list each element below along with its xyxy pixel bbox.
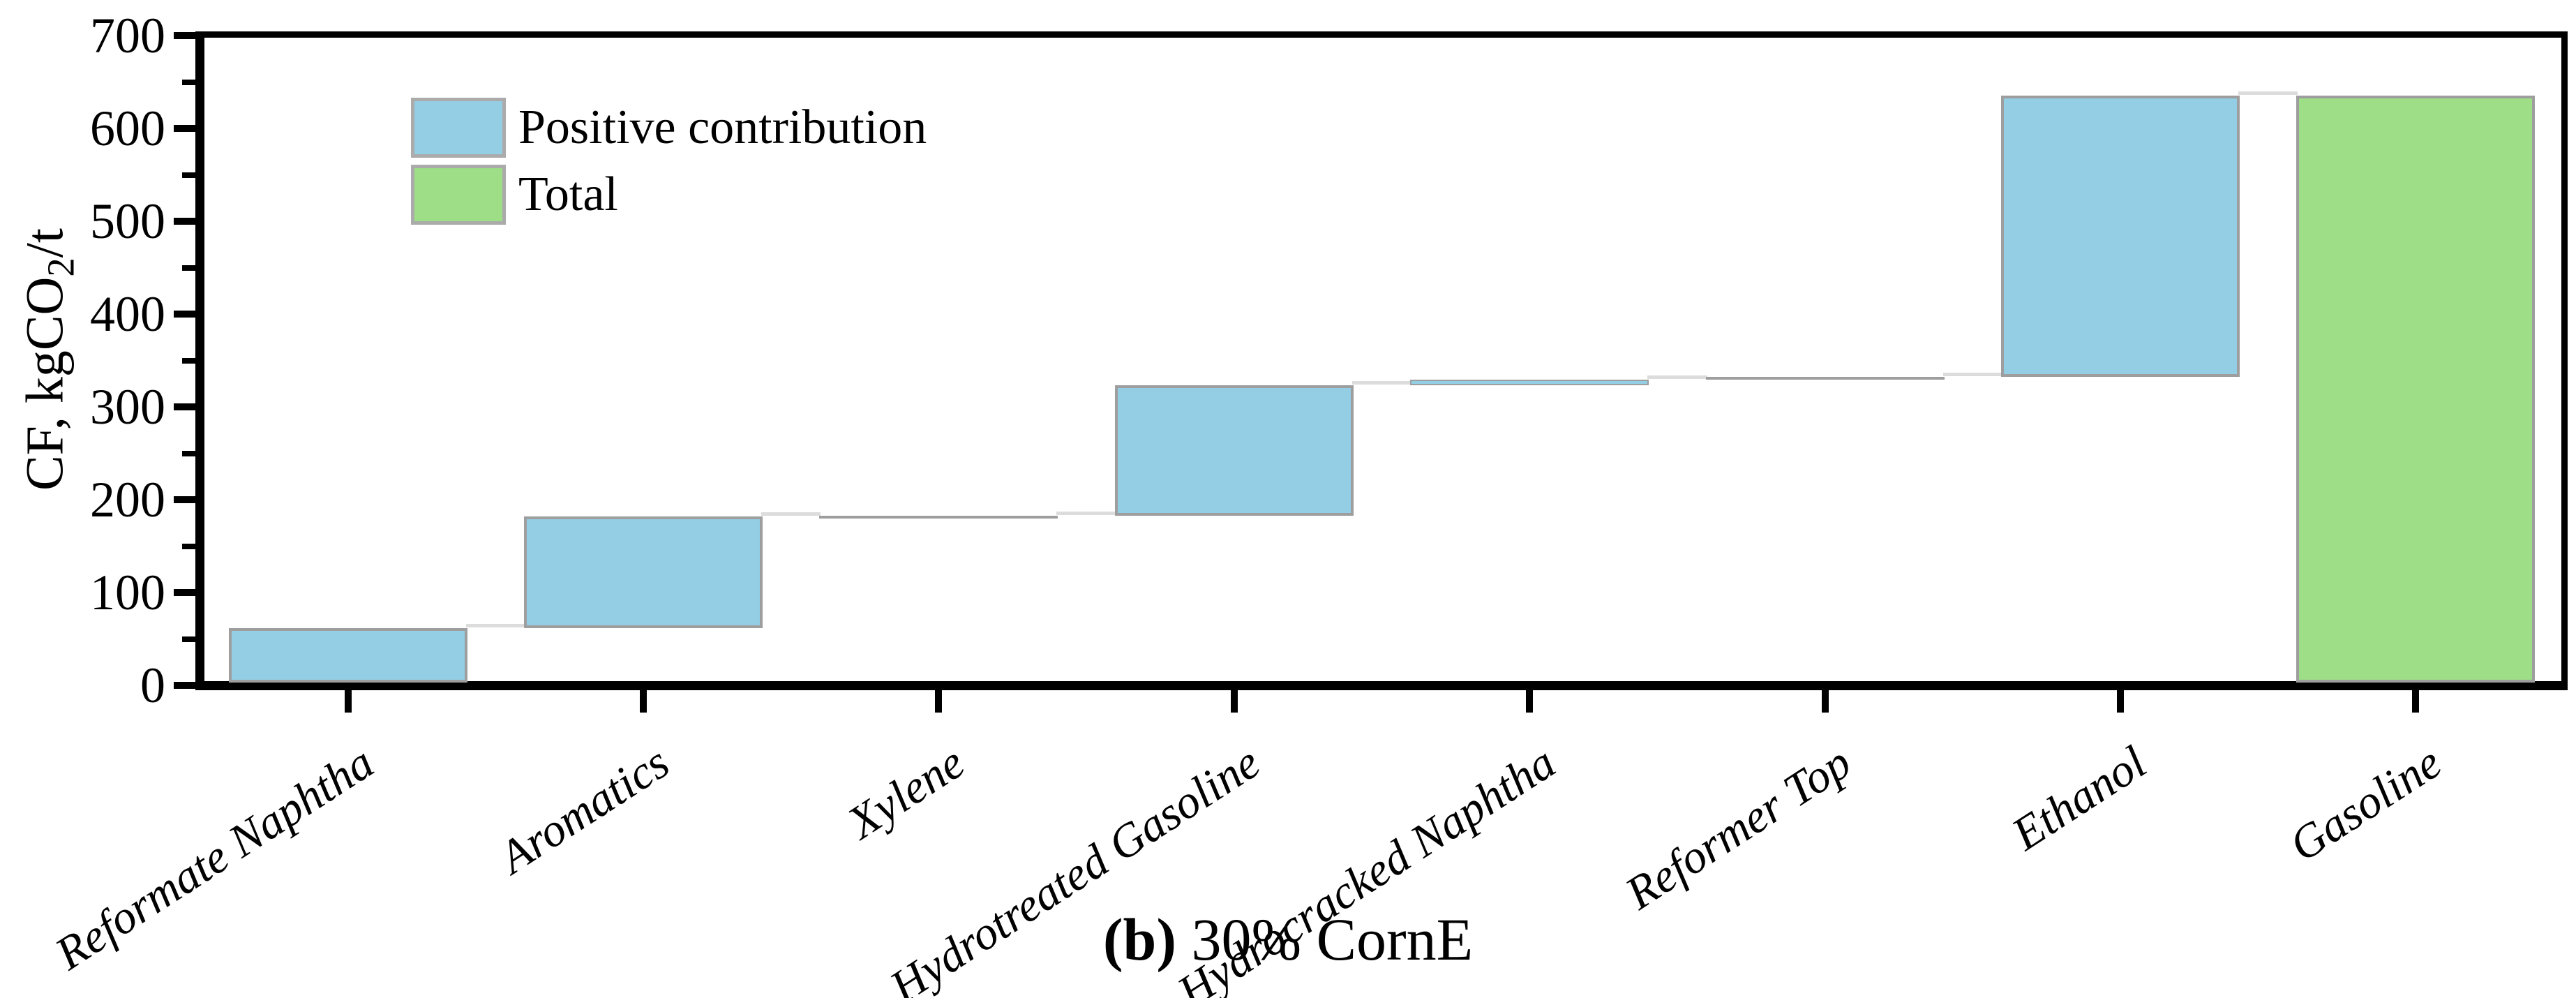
x-axis-label-ethanol: Ethanol: [2002, 736, 2155, 861]
waterfall-connector: [761, 512, 821, 516]
y-axis-minor-tick: [182, 636, 196, 642]
x-axis-label-aromatics: Aromatics: [490, 736, 678, 884]
waterfall-connector: [1647, 375, 1707, 380]
y-axis-tick-label: 500: [90, 193, 165, 249]
y-axis-tick-label: 700: [90, 8, 165, 64]
x-axis-tick: [344, 690, 352, 713]
x-axis-label-reformer-top: Reformer Top: [1616, 736, 1860, 920]
x-axis-label-gasoline: Gasoline: [2280, 736, 2451, 872]
legend-swatch-total: [411, 165, 506, 225]
x-axis-label-xylene: Xylene: [839, 736, 974, 849]
y-axis-major-tick: [174, 589, 196, 596]
y-axis-tick-label: 600: [90, 100, 165, 156]
y-axis-major-tick: [174, 311, 196, 318]
plot-area-border: [195, 31, 2568, 690]
legend-label: Positive contribution: [518, 100, 927, 154]
waterfall-connector: [1056, 511, 1116, 515]
y-axis-minor-tick: [182, 450, 196, 456]
bar-reformer-top: [1705, 377, 1945, 380]
bar-xylene: [819, 515, 1058, 519]
x-axis-tick: [1230, 690, 1238, 713]
bar-ethanol: [2000, 96, 2240, 378]
waterfall-connector: [465, 623, 526, 627]
waterfall-connector: [1942, 373, 2002, 377]
legend: Positive contribution Total: [411, 98, 927, 232]
y-axis-minor-tick: [182, 265, 196, 271]
y-axis-tick-label: 400: [90, 286, 165, 342]
legend-entry: Total: [411, 165, 927, 225]
y-axis-tick-label: 200: [90, 472, 165, 528]
y-axis-major-tick: [174, 125, 196, 132]
y-axis-minor-tick: [182, 357, 196, 364]
y-axis-minor-tick: [182, 543, 196, 549]
bar-reformate-naphtha: [228, 627, 467, 683]
x-axis-tick: [1821, 690, 1829, 713]
bar-hydrotreated-gasoline: [1114, 385, 1354, 516]
y-axis-minor-tick: [182, 172, 196, 178]
caption-text: 30% CornE: [1176, 906, 1474, 973]
legend-label: Total: [518, 167, 618, 221]
y-axis-title-subscript: 2: [39, 258, 82, 277]
y-axis-major-tick: [174, 682, 196, 689]
x-axis-tick: [2116, 690, 2124, 713]
y-axis-minor-tick: [182, 79, 196, 85]
y-axis-major-tick: [174, 32, 196, 39]
y-axis-title: CF, kgCO2/t: [15, 228, 82, 491]
waterfall-connector: [2238, 91, 2298, 96]
figure-caption: (b) 30% CornE: [0, 904, 2576, 974]
bar-gasoline: [2296, 96, 2536, 683]
y-axis-tick-label: 300: [90, 379, 165, 435]
y-axis-major-tick: [174, 496, 196, 503]
waterfall-connector: [1351, 381, 1412, 385]
y-axis-major-tick: [174, 218, 196, 225]
x-axis-tick: [935, 690, 943, 713]
x-axis-tick: [2412, 690, 2420, 713]
y-axis-tick-label: 100: [90, 565, 165, 620]
y-axis-major-tick: [174, 403, 196, 410]
y-axis-tick-label: 0: [140, 657, 165, 713]
x-axis-tick: [640, 690, 647, 713]
caption-index: (b): [1102, 906, 1176, 973]
bar-hydrocracked-naphtha: [1410, 380, 1649, 386]
legend-swatch-positive-contribution: [411, 98, 506, 158]
legend-entry: Positive contribution: [411, 98, 927, 158]
x-axis-tick: [1526, 690, 1534, 713]
bar-aromatics: [524, 516, 763, 628]
